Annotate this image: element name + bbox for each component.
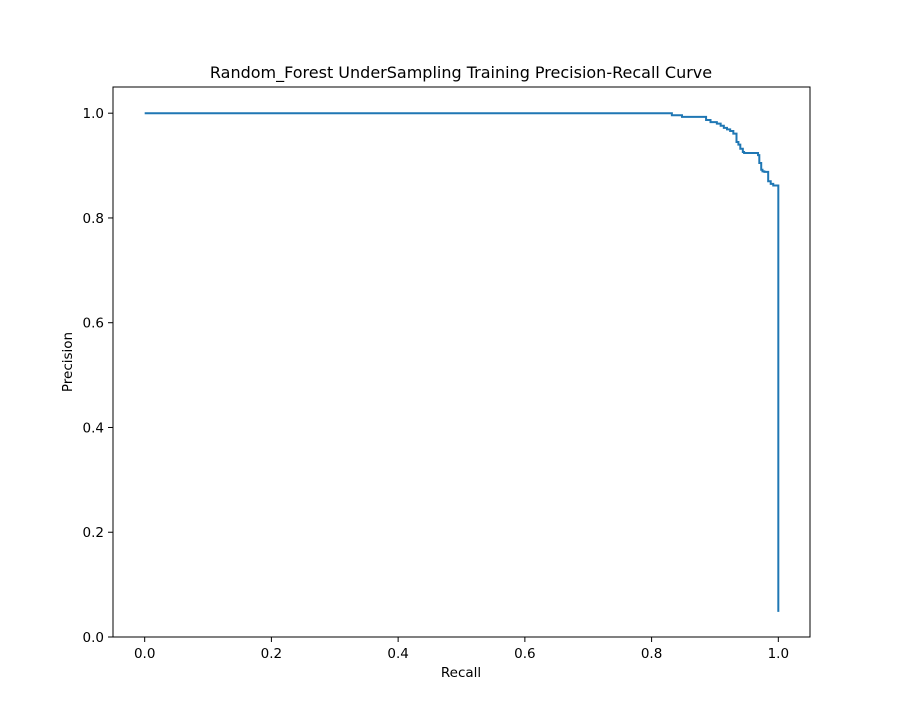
x-tick-label: 0.4 bbox=[387, 646, 408, 662]
y-tick-label: 0.8 bbox=[83, 211, 104, 227]
y-tick-label: 1.0 bbox=[83, 106, 104, 122]
y-tick-label: 0.2 bbox=[83, 525, 104, 541]
plot-area: 0.0 0.2 0.4 0.6 0.8 1.0 0.0 0.2 0.4 0.6 0.8 1.0 bbox=[83, 86, 811, 662]
chart-title: Random_Forest UnderSampling Training Pre… bbox=[210, 63, 712, 83]
y-tick-label: 0.0 bbox=[83, 630, 104, 646]
x-tick-label: 0.6 bbox=[514, 646, 535, 662]
y-tick-label: 0.6 bbox=[83, 316, 104, 332]
y-tick-label: 0.4 bbox=[83, 420, 104, 436]
x-tick-label: 0.8 bbox=[641, 646, 662, 662]
axes-frame bbox=[112, 86, 811, 638]
x-tick-label: 0.2 bbox=[261, 646, 282, 662]
y-axis-label: Precision bbox=[60, 332, 76, 392]
x-tick-label: 1.0 bbox=[768, 646, 789, 662]
x-axis-label: Recall bbox=[441, 665, 481, 681]
series-line-0 bbox=[144, 112, 780, 612]
x-tick-label: 0.0 bbox=[134, 646, 155, 662]
